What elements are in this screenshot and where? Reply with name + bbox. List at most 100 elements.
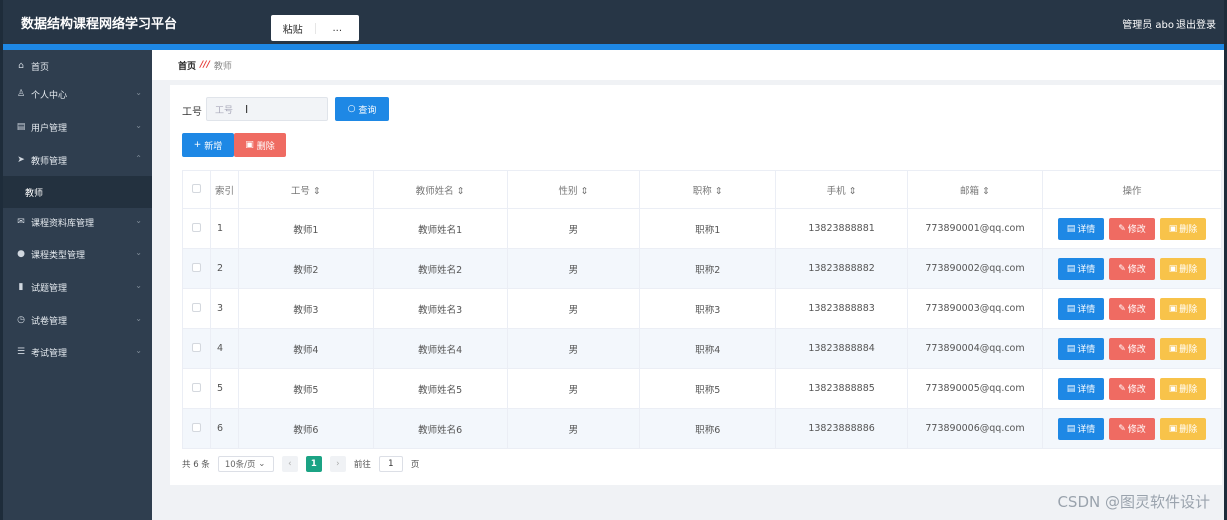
delete-row-button[interactable]: ▣ 删除 bbox=[1159, 377, 1206, 400]
page-unit-label: 页 bbox=[410, 460, 420, 470]
row-checkbox[interactable] bbox=[191, 342, 201, 352]
row-checkbox[interactable] bbox=[191, 302, 201, 312]
page-number-button[interactable]: 1 bbox=[305, 456, 322, 472]
logout-link[interactable]: 退出登录 bbox=[1176, 20, 1216, 31]
sidebar-item-questions[interactable]: ▮ 试题管理 ⌄ bbox=[3, 271, 152, 303]
edit-label: 修改 bbox=[1127, 345, 1146, 355]
row-checkbox-cell[interactable] bbox=[182, 288, 211, 329]
users-icon: ▤ bbox=[16, 122, 26, 132]
app-title: 数据结构课程网络学习平台 bbox=[21, 17, 178, 32]
sidebar-item-label: 试卷管理 bbox=[31, 316, 68, 327]
row-checkbox[interactable] bbox=[191, 262, 201, 272]
next-page-button[interactable]: › bbox=[329, 456, 346, 472]
cell-gender: 男 bbox=[506, 248, 641, 289]
query-button[interactable]: ○ 查询 bbox=[335, 97, 389, 121]
detail-button[interactable]: ▤ 详情 bbox=[1057, 337, 1104, 360]
delete-label: 删除 bbox=[1179, 305, 1198, 315]
more-button[interactable]: ... bbox=[314, 22, 360, 34]
search-input[interactable]: 工号 bbox=[206, 97, 328, 121]
mail-icon: ✉ bbox=[17, 217, 25, 227]
column-header-email[interactable]: 邮箱 ⇕ bbox=[907, 170, 1043, 209]
detail-button[interactable]: ▤ 详情 bbox=[1057, 377, 1104, 400]
column-header-name[interactable]: 教师姓名 ⇕ bbox=[372, 170, 508, 209]
trash-icon: ▣ bbox=[245, 140, 254, 150]
delete-row-button[interactable]: ▣ 删除 bbox=[1159, 417, 1206, 440]
detail-button[interactable]: ▤ 详情 bbox=[1057, 297, 1104, 320]
sidebar-item-label: 个人中心 bbox=[31, 90, 68, 101]
row-checkbox[interactable] bbox=[191, 382, 201, 392]
chevron-down-icon: ⌄ bbox=[135, 346, 142, 355]
edit-button[interactable]: ✎ 修改 bbox=[1108, 337, 1155, 360]
document-icon: ▤ bbox=[1066, 263, 1076, 274]
column-header-title[interactable]: 职称 ⇕ bbox=[639, 170, 777, 209]
sidebar: ⌂ 首页 ♙ 个人中心 ⌄ ▤ 用户管理 ⌄ ➤ 教师管理 ⌃ 教师 ✉ 课程资… bbox=[3, 50, 152, 520]
cell-id: 教师3 bbox=[237, 288, 374, 329]
document-icon: ▤ bbox=[1066, 343, 1076, 354]
edit-label: 修改 bbox=[1127, 265, 1146, 275]
delete-row-button[interactable]: ▣ 删除 bbox=[1159, 257, 1206, 280]
edit-button[interactable]: ✎ 修改 bbox=[1108, 377, 1155, 400]
content-card: 工号 工号 I ○ 查询 + 新增 ▣ 删除 bbox=[170, 85, 1223, 485]
detail-label: 详情 bbox=[1077, 265, 1096, 275]
trash-icon: ▣ bbox=[1168, 263, 1178, 274]
add-label: 新增 bbox=[204, 141, 223, 152]
document-icon: ▤ bbox=[1066, 223, 1076, 234]
delete-row-button[interactable]: ▣ 删除 bbox=[1159, 217, 1206, 240]
sidebar-item-teacher-mgmt[interactable]: ➤ 教师管理 ⌃ bbox=[3, 144, 152, 176]
row-checkbox-cell[interactable] bbox=[182, 328, 211, 369]
sidebar-item-profile[interactable]: ♙ 个人中心 ⌄ bbox=[3, 78, 152, 110]
delete-row-button[interactable]: ▣ 删除 bbox=[1159, 297, 1206, 320]
batch-delete-button[interactable]: ▣ 删除 bbox=[234, 133, 286, 157]
breadcrumb-home[interactable]: 首页 bbox=[178, 61, 197, 72]
cell-gender: 男 bbox=[506, 208, 641, 249]
row-checkbox-cell[interactable] bbox=[182, 408, 211, 449]
home-icon: ⌂ bbox=[18, 61, 24, 71]
detail-button[interactable]: ▤ 详情 bbox=[1057, 257, 1104, 280]
detail-label: 详情 bbox=[1077, 345, 1096, 355]
sidebar-item-papers[interactable]: ◷ 试卷管理 ⌄ bbox=[3, 304, 152, 336]
row-checkbox[interactable] bbox=[191, 422, 201, 432]
select-all-cell[interactable] bbox=[182, 170, 211, 209]
cell-gender: 男 bbox=[506, 368, 641, 409]
sidebar-item-teacher[interactable]: 教师 bbox=[3, 176, 152, 208]
sidebar-item-exams[interactable]: ☰ 考试管理 ⌄ bbox=[3, 336, 152, 368]
row-checkbox-cell[interactable] bbox=[182, 368, 211, 409]
row-checkbox-cell[interactable] bbox=[182, 208, 211, 249]
edit-label: 修改 bbox=[1127, 385, 1146, 395]
column-header-id[interactable]: 工号 ⇕ bbox=[237, 170, 374, 209]
cell-phone: 13823888884 bbox=[775, 328, 909, 369]
column-header-index: 索引 bbox=[209, 170, 239, 209]
page-size-select[interactable]: 10条/页 ⌄ bbox=[217, 456, 274, 472]
select-all-checkbox[interactable] bbox=[191, 183, 201, 193]
detail-button[interactable]: ▤ 详情 bbox=[1057, 217, 1104, 240]
delete-label: 删除 bbox=[1179, 425, 1198, 435]
sidebar-item-course-types[interactable]: ● 课程类型管理 ⌄ bbox=[3, 238, 152, 270]
edit-button[interactable]: ✎ 修改 bbox=[1108, 417, 1155, 440]
sidebar-item-label: 教师 bbox=[25, 188, 44, 199]
paste-button[interactable]: 粘贴 bbox=[282, 24, 303, 36]
pencil-icon: ✎ bbox=[1118, 303, 1126, 314]
delete-row-button[interactable]: ▣ 删除 bbox=[1159, 337, 1206, 360]
edit-label: 修改 bbox=[1127, 305, 1146, 315]
column-header-phone[interactable]: 手机 ⇕ bbox=[775, 170, 909, 209]
sidebar-item-home[interactable]: ⌂ 首页 bbox=[3, 50, 152, 82]
trash-icon: ▣ bbox=[1168, 343, 1178, 354]
prev-page-button[interactable]: ‹ bbox=[281, 456, 298, 472]
cell-name: 教师姓名2 bbox=[372, 248, 508, 289]
document-icon: ▤ bbox=[1066, 423, 1076, 434]
sidebar-item-label: 用户管理 bbox=[31, 123, 68, 134]
paste-popup: 粘贴 ... bbox=[271, 15, 359, 41]
sidebar-item-course-materials[interactable]: ✉ 课程资料库管理 ⌄ bbox=[3, 206, 152, 238]
column-header-gender[interactable]: 性别 ⇕ bbox=[506, 170, 641, 209]
edit-button[interactable]: ✎ 修改 bbox=[1108, 257, 1155, 280]
sidebar-item-users[interactable]: ▤ 用户管理 ⌄ bbox=[3, 111, 152, 143]
goto-page-input[interactable]: 1 bbox=[378, 456, 403, 472]
add-button[interactable]: + 新增 bbox=[182, 133, 234, 157]
detail-button[interactable]: ▤ 详情 bbox=[1057, 417, 1104, 440]
edit-button[interactable]: ✎ 修改 bbox=[1108, 297, 1155, 320]
row-checkbox-cell[interactable] bbox=[182, 248, 211, 289]
table-row: 2 教师2 教师姓名2 男职称2 13823888882 773890002@qq.com… bbox=[182, 248, 1223, 289]
pencil-icon: ✎ bbox=[1118, 423, 1126, 434]
edit-button[interactable]: ✎ 修改 bbox=[1108, 217, 1155, 240]
row-checkbox[interactable] bbox=[191, 222, 201, 232]
